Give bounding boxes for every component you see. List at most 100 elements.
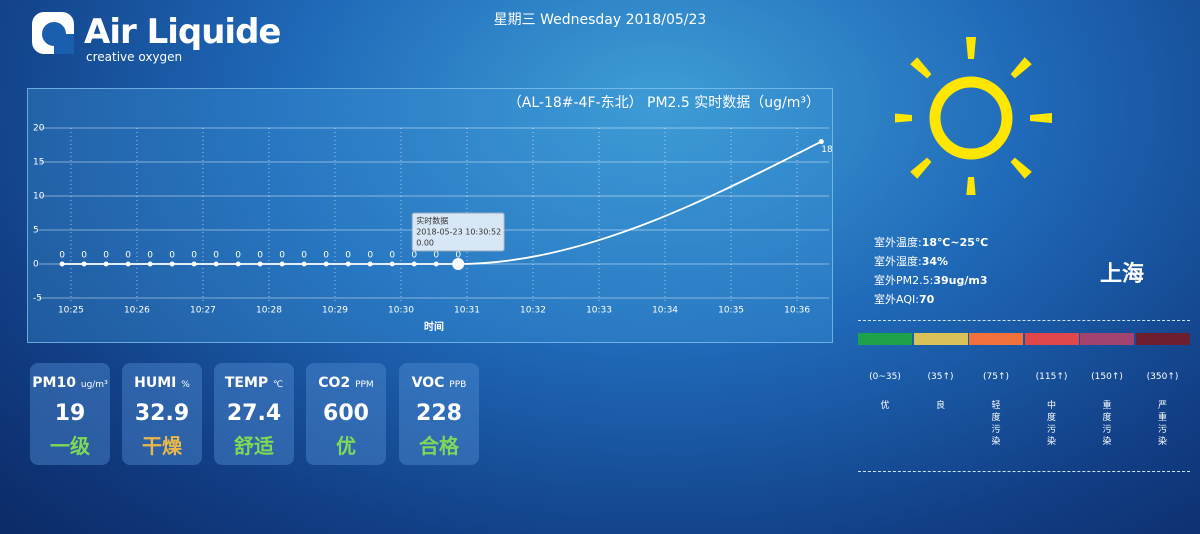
- y-tick-label: 15: [33, 158, 44, 168]
- metric-name: VOC: [411, 375, 445, 391]
- aqi-level: 良: [914, 400, 968, 412]
- point: [235, 261, 241, 267]
- point: [389, 261, 395, 267]
- data-label: 0: [169, 251, 175, 261]
- aqi-segment: [1135, 333, 1190, 345]
- data-label: 0: [59, 251, 65, 261]
- aqi-range: (350↑): [1146, 372, 1179, 382]
- data-label: 0: [323, 251, 329, 261]
- weather-label: 室外AQI:: [874, 293, 919, 306]
- weather-value: 39ug/m3: [933, 274, 988, 287]
- aqi-segment: [858, 333, 912, 345]
- tooltip-text: 实时数据: [416, 216, 448, 226]
- y-tick-label: -5: [33, 294, 42, 304]
- logo-icon: [32, 12, 74, 54]
- aqi-segment: [969, 333, 1023, 345]
- weather-label: 室外湿度:: [874, 255, 922, 268]
- aqi-level-text: 中度污染: [1046, 401, 1056, 447]
- aqi-level-text: 严重污染: [1157, 401, 1167, 447]
- x-tick-label: 10:32: [520, 306, 546, 316]
- metric-value: 32.9: [134, 401, 190, 426]
- aqi-level-text: 优: [880, 401, 890, 411]
- aqi-range: (115↑): [1035, 372, 1068, 382]
- weather-row: 室外湿度:34%: [874, 253, 948, 269]
- x-axis-label: 时间: [424, 320, 444, 333]
- tooltip: [411, 212, 505, 252]
- weather-row: 室外温度:18℃~25℃: [874, 234, 988, 250]
- chart: （AL-18#-4F-东北） PM2.5 实时数据（ug/m³） 时间 -5 0 5…: [33, 95, 833, 333]
- metric-card: CO2 PPM 600 优: [306, 363, 386, 465]
- point: [818, 139, 824, 145]
- aqi-level: 重度污染: [1080, 400, 1134, 448]
- metric-value: 27.4: [226, 401, 282, 426]
- point: [433, 261, 439, 267]
- data-label: 18: [821, 145, 833, 155]
- logo: Air Liquide creative oxygen: [30, 10, 281, 64]
- metric-unit: ug/m³: [80, 380, 108, 390]
- aqi-range: (150↑): [1091, 372, 1123, 382]
- point: [301, 261, 307, 267]
- x-tick-label: 10:34: [652, 306, 678, 316]
- aqi-level: 中度污染: [1025, 400, 1079, 448]
- divider: [858, 320, 1190, 321]
- x-tick-label: 10:28: [256, 306, 282, 316]
- data-label: 0: [257, 251, 263, 261]
- point: [257, 261, 263, 267]
- aqi-segment: [1024, 333, 1079, 345]
- aqi-level-text: 重度污染: [1102, 401, 1112, 447]
- data-label: 0: [411, 251, 417, 261]
- data-label: 0: [433, 251, 439, 261]
- logo-tagline: creative oxygen: [86, 50, 183, 64]
- aqi-level-text: 良: [935, 401, 945, 411]
- x-tick-label: 10:35: [718, 306, 744, 316]
- point: [59, 261, 65, 267]
- line: [62, 140, 822, 265]
- metric-name: PM10: [32, 375, 76, 391]
- sun-icon: [895, 37, 1052, 195]
- metric-status: 优: [336, 434, 356, 458]
- y-tick-label: 20: [33, 124, 45, 134]
- metric-title: PM10 ug/m³: [30, 375, 110, 391]
- metric-value: 228: [416, 401, 462, 426]
- point: [213, 261, 219, 267]
- metric-card: TEMP ℃ 27.4 舒适: [214, 363, 294, 465]
- x-tick-label: 10:25: [58, 306, 84, 316]
- data-label: 0: [279, 251, 285, 261]
- point: [279, 261, 285, 267]
- data-label: 0: [455, 251, 461, 261]
- data-label: 0: [81, 251, 87, 261]
- weather-row: 室外PM2.5:39ug/m3: [874, 272, 987, 288]
- data-label: 0: [389, 251, 395, 261]
- metric-title: VOC PPB: [399, 375, 479, 391]
- weather-value: 18℃~25℃: [921, 236, 989, 249]
- aqi-level-text: 轻度污染: [991, 401, 1001, 447]
- metric-unit: PPB: [449, 380, 467, 390]
- data-label: 0: [235, 251, 241, 261]
- metric-card: VOC PPB 228 合格: [399, 363, 479, 465]
- point: [147, 261, 153, 267]
- data-label: 0: [191, 251, 197, 261]
- data-label: 0: [103, 251, 109, 261]
- weather-value: 34%: [921, 255, 949, 268]
- y-tick-label: 10: [33, 192, 45, 202]
- aqi-level: 优: [858, 400, 912, 412]
- metric-status: 干燥: [142, 434, 182, 458]
- weather-label: 室外PM2.5:: [874, 274, 934, 287]
- metric-status: 合格: [419, 434, 459, 458]
- weather-row: 室外AQI:70: [874, 291, 934, 307]
- x-tick-label: 10:33: [586, 306, 612, 316]
- x-tick-label: 10:27: [190, 306, 216, 316]
- point: [452, 258, 465, 270]
- weather-label: 室外温度:: [874, 236, 922, 249]
- aqi-range: (75↑): [982, 372, 1009, 382]
- divider: [858, 471, 1190, 472]
- aqi-segment: [913, 333, 968, 345]
- metric-title: TEMP ℃: [214, 375, 294, 391]
- aqi-range: (0~35): [869, 372, 901, 382]
- metric-name: TEMP: [224, 375, 269, 391]
- metric-card: HUMI % 32.9 干燥: [122, 363, 202, 465]
- metric-unit: ℃: [273, 380, 284, 390]
- metric-card: PM10 ug/m³ 19 一级: [30, 363, 110, 465]
- metric-title: HUMI %: [122, 375, 202, 391]
- point: [191, 261, 197, 267]
